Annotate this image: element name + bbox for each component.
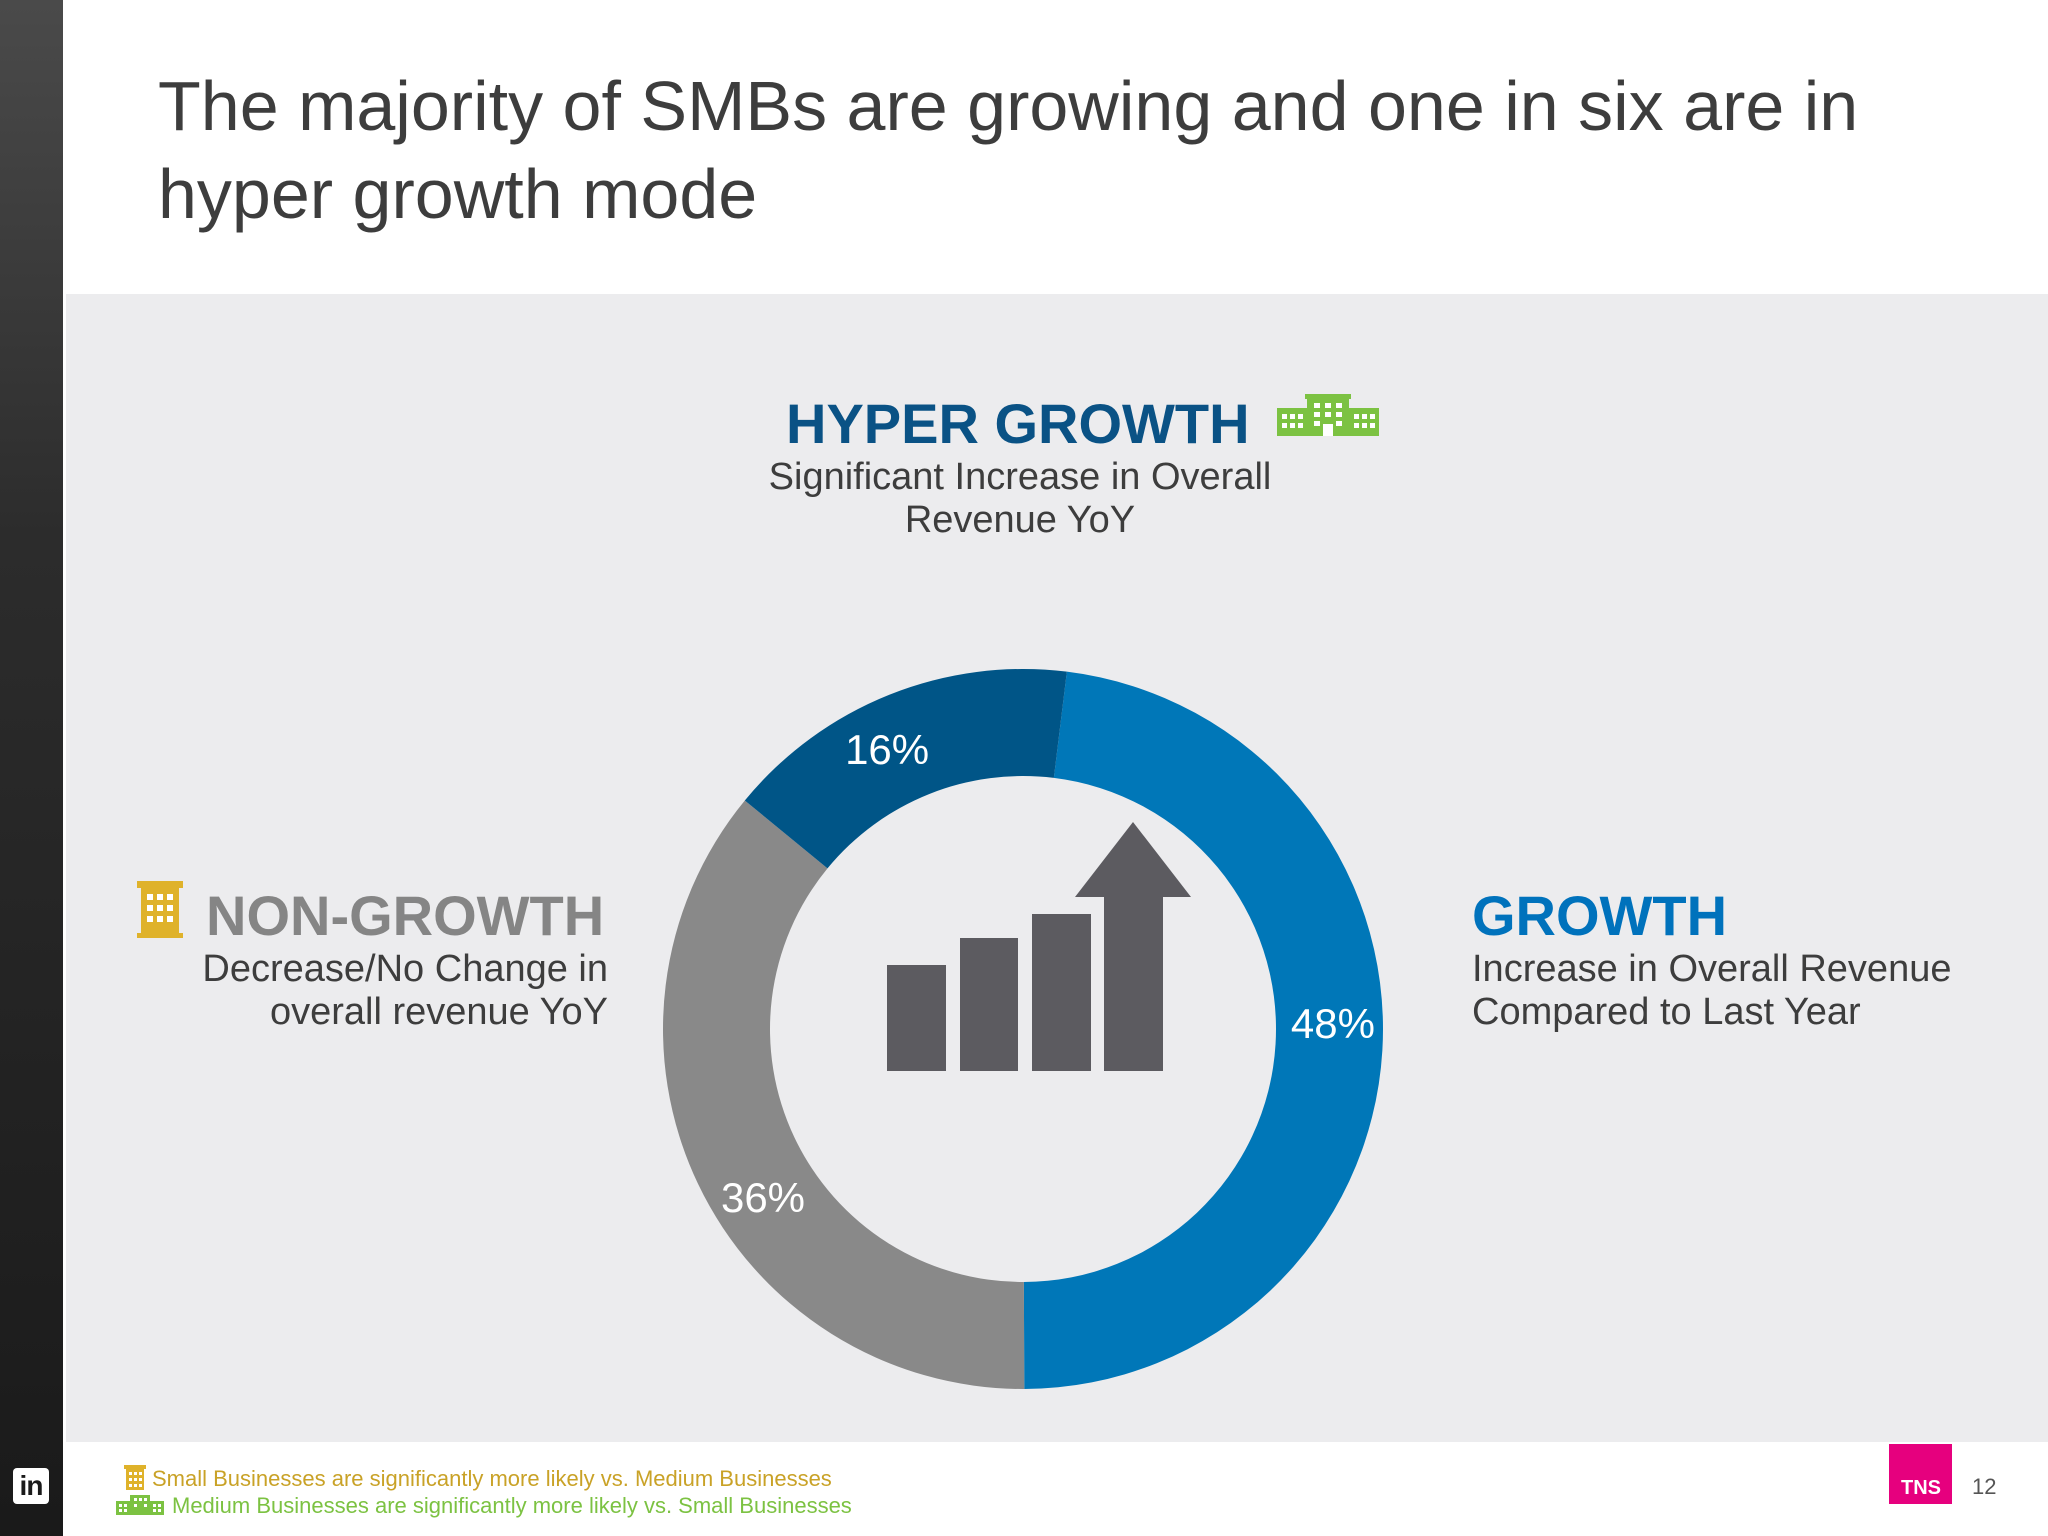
small-building-footnote-icon [124, 1465, 146, 1490]
donut-label-non-growth: 36% [720, 1173, 806, 1221]
page-number: 12 [1972, 1474, 1997, 1499]
donut-slice-growth [1023, 671, 1384, 1389]
chart-panel [66, 294, 2048, 1442]
non-growth-title: NON-GROWTH [206, 884, 605, 947]
small-building-icon [137, 881, 183, 938]
donut-slice-non-growth [663, 800, 1025, 1389]
growth-bar-chart-arrow-icon [887, 822, 1191, 1071]
growth-title: GROWTH [1472, 884, 1728, 947]
donut-slice-hyper-growth [744, 669, 1067, 869]
left-sidebar-bar [0, 0, 63, 1536]
non-growth-description: Decrease/No Change in overall revenue Yo… [202, 948, 608, 1033]
donut-label-growth: 48% [1290, 999, 1375, 1047]
hyper-growth-description: Significant Increase in Overall Revenue … [768, 456, 1272, 541]
donut-label-hyper-growth: 16% [845, 726, 930, 774]
tns-logo: TNS [1889, 1444, 1952, 1504]
medium-building-footnote-icon [116, 1495, 164, 1515]
linkedin-logo[interactable]: in [13, 1468, 49, 1504]
growth-description: Increase in Overall Revenue Compared to … [1472, 948, 1952, 1033]
medium-building-icon [1277, 394, 1379, 436]
footnote-small-business: Small Businesses are significantly more … [152, 1466, 832, 1491]
footnote-medium-business: Medium Businesses are significantly more… [172, 1493, 852, 1518]
hyper-growth-title: HYPER GROWTH [786, 392, 1250, 455]
slide-title: The majority of SMBs are growing and one… [158, 67, 1859, 233]
